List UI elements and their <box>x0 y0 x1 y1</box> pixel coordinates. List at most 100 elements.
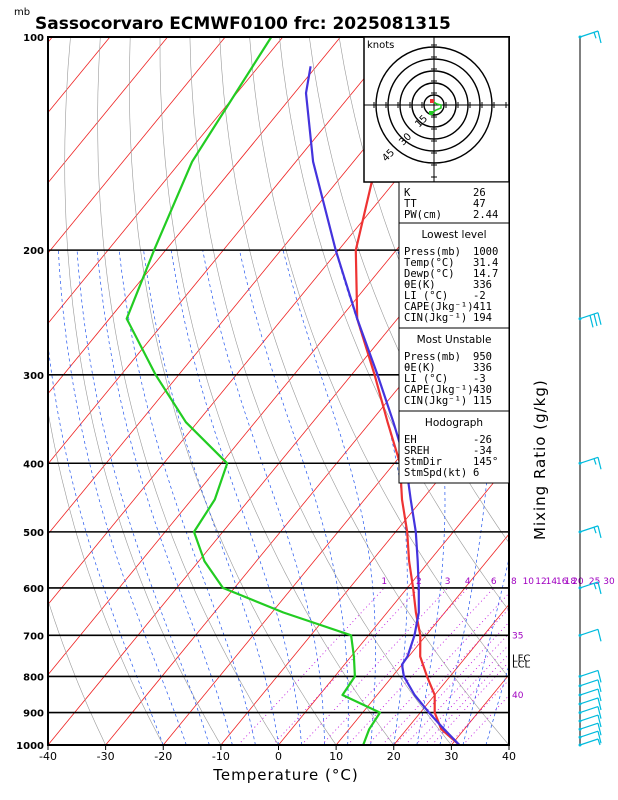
index-value: 1000 <box>473 246 498 258</box>
wind-barb-dot <box>578 743 582 747</box>
wind-barb-flag <box>597 525 602 539</box>
mixing-ratio-label: 25 <box>589 577 600 587</box>
wind-barb-dot <box>578 674 582 678</box>
index-name: LI (°C) <box>404 290 448 302</box>
wind-barb-staff <box>579 688 599 696</box>
mixing-ratio-line <box>272 587 420 745</box>
index-name: Dewp(°C) <box>404 268 455 280</box>
moist-adiabat-line <box>96 250 233 745</box>
dry-adiabat-line <box>159 37 395 745</box>
pressure-tick-label: 800 <box>23 672 44 683</box>
isotherm-line <box>48 37 399 465</box>
index-name: Press(mb) <box>404 351 461 363</box>
mixing-ratio-label: 16 <box>556 577 568 587</box>
wind-barb-staff <box>579 628 599 636</box>
hodograph-trace <box>429 99 442 115</box>
wind-barb-staff <box>579 679 599 687</box>
moist-adiabat-label: 40 <box>512 691 524 701</box>
wind-barb-flag <box>597 30 602 44</box>
index-value: 47 <box>473 198 486 210</box>
pressure-tick-label: 200 <box>23 246 44 257</box>
moist-adiabat-line <box>202 250 325 745</box>
dry-adiabat-line <box>608 37 618 745</box>
isotherm-line <box>48 37 168 184</box>
wind-barb-flag <box>597 697 602 711</box>
wind-barb-flag <box>597 714 602 728</box>
index-value: 26 <box>473 187 486 199</box>
wind-barb-dot <box>578 735 582 739</box>
x-tick-label: 40 <box>502 750 516 763</box>
wind-barb-staff <box>579 312 599 320</box>
isotherm-line <box>393 603 509 745</box>
index-value: 6 <box>473 467 479 479</box>
moist-adiabat-line <box>118 250 256 745</box>
pressure-tick-label: 100 <box>23 33 44 44</box>
wind-barb-flag <box>597 679 602 692</box>
wind-barb-flag <box>593 583 597 590</box>
indices-block-box <box>398 410 510 484</box>
index-value: 950 <box>473 351 492 363</box>
temperature-ticks: -40 -30 -20 -10 0 10 20 30 40 <box>39 745 516 763</box>
mixing-ratio-line <box>367 592 509 745</box>
wind-barb-dot <box>578 317 582 321</box>
moist-adiabat-line <box>48 341 164 745</box>
dewpoint-profile <box>125 37 382 745</box>
wind-barb-flag <box>597 706 602 719</box>
index-name: SREH <box>404 445 429 457</box>
wind-barb-dot <box>578 727 582 731</box>
index-name: CIN(Jkg⁻¹) <box>404 395 467 407</box>
wind-barb-dot <box>578 719 582 723</box>
mixing-ratio-label: 12 <box>535 577 546 587</box>
mixing-ratio-label: 8 <box>511 577 517 587</box>
index-value: -3 <box>473 373 486 385</box>
index-value: 145° <box>473 456 498 468</box>
indices-panel: K 26 TT 47 PW(cm) 2.44 Lowest level Press(mb) 10… <box>398 181 510 484</box>
dry-adiabat-line <box>48 409 164 745</box>
dry-adiabat-line <box>64 37 222 745</box>
wind-barb-dot <box>578 633 582 637</box>
wind-barb-flag <box>597 457 602 470</box>
wind-barb-flag <box>589 315 594 328</box>
wind-barb-staff <box>579 730 599 738</box>
wind-barb-dot <box>578 530 582 534</box>
dry-adiabat-line <box>189 37 452 745</box>
index-value: 115 <box>473 395 492 407</box>
wind-barb-dot <box>578 586 582 590</box>
isotherm-line <box>278 463 509 745</box>
index-value: -34 <box>473 445 492 457</box>
wind-barb-staff <box>579 581 599 589</box>
x-tick-label: -20 <box>154 750 172 763</box>
hodograph-trace-line <box>431 100 442 114</box>
hodograph-units-label: knots <box>367 40 394 51</box>
index-value: 31.4 <box>473 257 498 269</box>
mixing-ratio-label: 4 <box>465 577 471 587</box>
pressure-tick-label: 600 <box>23 584 44 595</box>
wind-barb-staff <box>579 30 599 38</box>
mixing-ratio-axis-label: Mixing Ratio (g/kg) <box>531 379 549 540</box>
isotherm-line <box>48 37 284 324</box>
index-name: CAPE(Jkg⁻¹) <box>404 301 474 313</box>
dry-adiabat-line <box>578 37 618 745</box>
index-name: θE(K) <box>404 279 436 291</box>
isotherm-line <box>48 37 226 254</box>
pressure-tick-label: 1000 <box>16 741 44 752</box>
index-name: TT <box>404 198 417 210</box>
pressure-ticks: 100 200 300 400 500 600 700 800 900 1000 <box>16 33 44 752</box>
dry-adiabat-line <box>279 37 509 611</box>
wind-barb-flag <box>597 581 602 595</box>
index-value: -2 <box>473 290 486 302</box>
wind-barb-dot <box>578 35 582 39</box>
moist-adiabat-line <box>58 250 187 745</box>
mixing-ratio-label: 3 <box>445 577 451 587</box>
wind-barb-staff <box>579 722 599 730</box>
pressure-unit-label: mb <box>14 7 30 18</box>
x-tick-label: 20 <box>387 750 401 763</box>
hodograph-rings <box>364 37 509 182</box>
mixing-ratio-line <box>237 587 385 745</box>
isotherm-line <box>105 252 509 745</box>
wind-barb-dot <box>578 693 582 697</box>
isotherm-line <box>335 533 509 745</box>
lcl-label: LCL <box>512 660 531 671</box>
x-tick-label: -10 <box>212 750 230 763</box>
